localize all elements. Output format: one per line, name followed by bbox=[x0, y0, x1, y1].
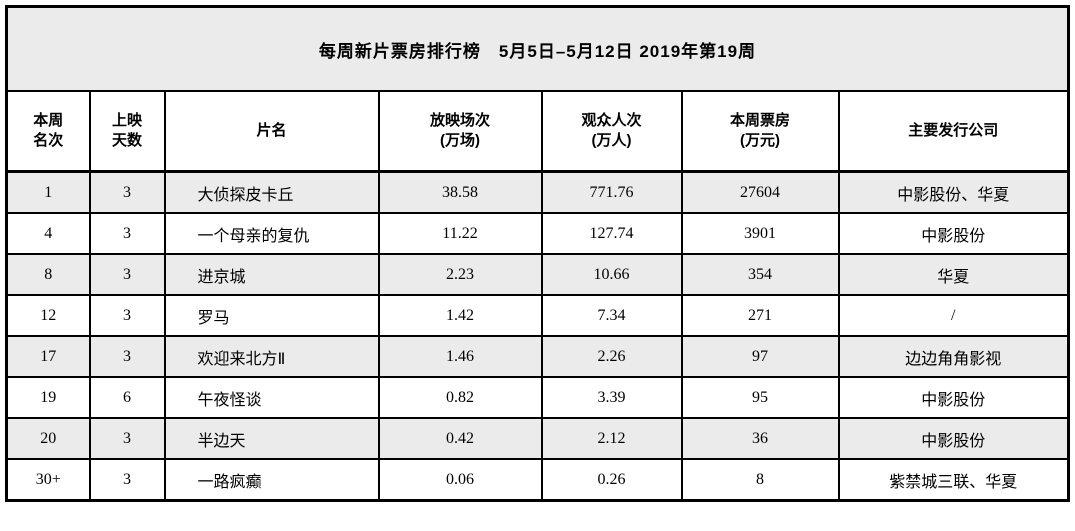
column-header-film: 片名 bbox=[163, 90, 380, 173]
column-header-boxoffice: 本周票房 (万元) bbox=[680, 90, 840, 173]
column-header-screenings: 放映场次 (万场) bbox=[377, 90, 543, 173]
column-header-rank: 本周 名次 bbox=[5, 90, 91, 173]
cell-audience: 2.12 bbox=[540, 417, 683, 460]
cell-audience: 7.34 bbox=[540, 294, 683, 337]
cell-rank: 20 bbox=[5, 417, 91, 460]
column-header-distributor: 主要发行公司 bbox=[837, 90, 1070, 173]
cell-boxoffice: 97 bbox=[680, 335, 840, 378]
cell-boxoffice: 271 bbox=[680, 294, 840, 337]
cell-film-name: 大侦探皮卡丘 bbox=[163, 170, 380, 214]
cell-distributor: 中影股份 bbox=[837, 212, 1070, 255]
column-header-days: 上映 天数 bbox=[88, 90, 166, 173]
table-row: 12 3 罗马 1.42 7.34 271/ bbox=[5, 294, 1070, 337]
cell-rank: 12 bbox=[5, 294, 91, 337]
cell-days: 3 bbox=[88, 170, 166, 214]
cell-days: 3 bbox=[88, 458, 166, 502]
cell-rank: 30+ bbox=[5, 458, 91, 502]
title-row: 每周新片票房排行榜 5月5日–5月12日 2019年第19周 bbox=[5, 5, 1070, 92]
cell-screenings: 38.58 bbox=[377, 170, 543, 214]
cell-rank: 17 bbox=[5, 335, 91, 378]
table-row: 20 3 半边天 0.42 2.12 36 中影股份 bbox=[5, 417, 1070, 460]
cell-audience: 0.26 bbox=[540, 458, 683, 502]
cell-boxoffice: 27604 bbox=[680, 170, 840, 214]
cell-distributor: 紫禁城三联、华夏 bbox=[837, 458, 1070, 502]
cell-distributor: 中影股份 bbox=[837, 417, 1070, 460]
weekly-box-office-table: 每周新片票房排行榜 5月5日–5月12日 2019年第19周 本周 名次 上映 … bbox=[5, 5, 1070, 502]
cell-days: 3 bbox=[88, 253, 166, 296]
cell-boxoffice: 95 bbox=[680, 376, 840, 419]
cell-days: 3 bbox=[88, 294, 166, 337]
cell-distributor: 边边角角影视 bbox=[837, 335, 1070, 378]
cell-distributor: 中影股份 bbox=[837, 376, 1070, 419]
cell-boxoffice: 3901 bbox=[680, 212, 840, 255]
table-body: 1 3 大侦探皮卡丘 38.58 771.76 27604 中影股份、华夏 4 3 一个母亲的复仇… bbox=[5, 170, 1070, 502]
cell-film-name: 半边天 bbox=[163, 417, 380, 460]
cell-days: 6 bbox=[88, 376, 166, 419]
cell-screenings: 2.23 bbox=[377, 253, 543, 296]
cell-screenings: 0.06 bbox=[377, 458, 543, 502]
cell-distributor: 中影股份、华夏 bbox=[837, 170, 1070, 214]
cell-screenings: 11.22 bbox=[377, 212, 543, 255]
cell-boxoffice: 36 bbox=[680, 417, 840, 460]
cell-film-name: 罗马 bbox=[163, 294, 380, 337]
cell-audience: 10.66 bbox=[540, 253, 683, 296]
table-row: 17 3 欢迎来北方Ⅱ 1.46 2.26 97 边边角角影视 bbox=[5, 335, 1070, 378]
cell-boxoffice: 8 bbox=[680, 458, 840, 502]
cell-audience: 3.39 bbox=[540, 376, 683, 419]
cell-screenings: 0.42 bbox=[377, 417, 543, 460]
cell-boxoffice: 354 bbox=[680, 253, 840, 296]
cell-screenings: 0.82 bbox=[377, 376, 543, 419]
cell-film-name: 一路疯癫 bbox=[163, 458, 380, 502]
cell-film-name: 一个母亲的复仇 bbox=[163, 212, 380, 255]
column-header-audience: 观众人次 (万人) bbox=[540, 90, 683, 173]
table-row: 19 6 午夜怪谈 0.82 3.39 95 中影股份 bbox=[5, 376, 1070, 419]
table-row: 4 3 一个母亲的复仇 11.22 127.74 3901 中影股份 bbox=[5, 212, 1070, 255]
cell-film-name: 午夜怪谈 bbox=[163, 376, 380, 419]
cell-film-name: 进京城 bbox=[163, 253, 380, 296]
cell-distributor: / bbox=[837, 294, 1070, 337]
cell-audience: 127.74 bbox=[540, 212, 683, 255]
cell-audience: 771.76 bbox=[540, 170, 683, 214]
cell-days: 3 bbox=[88, 417, 166, 460]
cell-rank: 19 bbox=[5, 376, 91, 419]
cell-rank: 4 bbox=[5, 212, 91, 255]
cell-audience: 2.26 bbox=[540, 335, 683, 378]
cell-screenings: 1.42 bbox=[377, 294, 543, 337]
table-row: 1 3 大侦探皮卡丘 38.58 771.76 27604 中影股份、华夏 bbox=[5, 170, 1070, 214]
cell-rank: 1 bbox=[5, 170, 91, 214]
cell-screenings: 1.46 bbox=[377, 335, 543, 378]
cell-film-name: 欢迎来北方Ⅱ bbox=[163, 335, 380, 378]
table-row: 8 3 进京城 2.23 10.66 354 华夏 bbox=[5, 253, 1070, 296]
cell-days: 3 bbox=[88, 335, 166, 378]
cell-distributor: 华夏 bbox=[837, 253, 1070, 296]
table-row: 30+ 3 一路疯癫 0.06 0.26 8 紫禁城三联、华夏 bbox=[5, 458, 1070, 502]
column-header-row: 本周 名次 上映 天数 片名 放映场次 (万场) 观众人次 (万人) 本周票房 … bbox=[5, 90, 1070, 173]
table-title: 每周新片票房排行榜 5月5日–5月12日 2019年第19周 bbox=[5, 5, 1070, 92]
cell-rank: 8 bbox=[5, 253, 91, 296]
cell-days: 3 bbox=[88, 212, 166, 255]
